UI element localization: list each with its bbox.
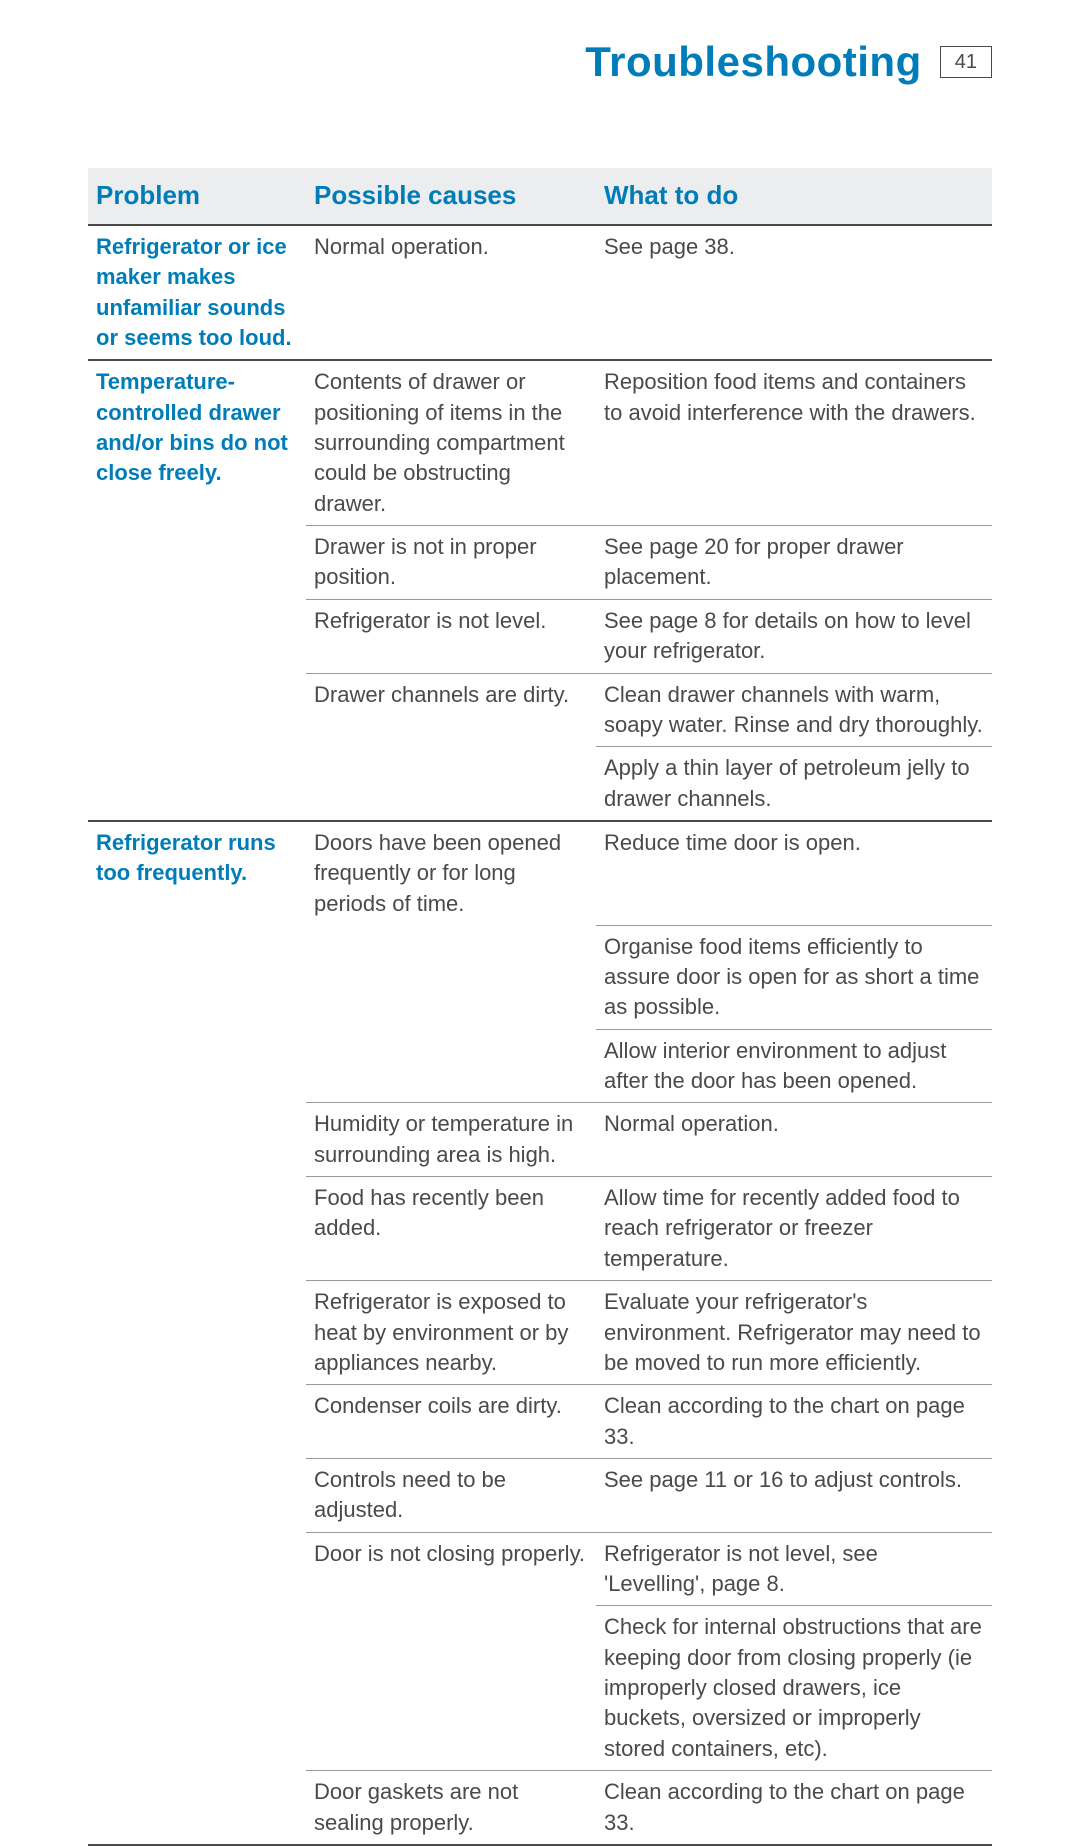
table-row: Drawer channels are dirty. Clean drawer … <box>88 673 992 747</box>
cell-empty <box>306 1029 596 1103</box>
cell-action: See page 38. <box>596 225 992 360</box>
cell-cause: Door gaskets are not sealing properly. <box>306 1771 596 1845</box>
table-row: Temperature-controlled drawer and/or bin… <box>88 360 992 525</box>
table-row: Allow interior environment to adjust aft… <box>88 1029 992 1103</box>
cell-action: Evaluate your refrigerator's environment… <box>596 1281 992 1385</box>
cell-empty <box>88 1029 306 1103</box>
table-row: Door is not closing properly. Refrigerat… <box>88 1532 992 1606</box>
cell-cause: Condenser coils are dirty. <box>306 1385 596 1459</box>
table-row: Organise food items efficiently to assur… <box>88 925 992 1029</box>
table-row: Drawer is not in proper position. See pa… <box>88 526 992 600</box>
page-title: Troubleshooting <box>585 38 921 86</box>
cell-empty <box>306 747 596 821</box>
cell-action: Allow interior environment to adjust aft… <box>596 1029 992 1103</box>
cell-cause: Door is not closing properly. <box>306 1532 596 1606</box>
col-action: What to do <box>596 168 992 225</box>
cell-cause: Drawer is not in proper position. <box>306 526 596 600</box>
cell-empty <box>88 1103 306 1177</box>
cell-empty <box>88 526 306 600</box>
cell-empty <box>88 1281 306 1385</box>
cell-problem: Refrigerator or ice maker makes unfamili… <box>88 225 306 360</box>
cell-cause: Food has recently been added. <box>306 1177 596 1281</box>
table-row: Condenser coils are dirty. Clean accordi… <box>88 1385 992 1459</box>
page-number-box: 41 <box>940 46 992 78</box>
col-causes: Possible causes <box>306 168 596 225</box>
table-row: Refrigerator or ice maker makes unfamili… <box>88 225 992 360</box>
page-number: 41 <box>955 51 977 73</box>
cell-cause: Refrigerator is not level. <box>306 599 596 673</box>
cell-action: Reposition food items and containers to … <box>596 360 992 525</box>
cell-empty <box>306 925 596 1029</box>
cell-cause: Drawer channels are dirty. <box>306 673 596 747</box>
cell-empty <box>88 925 306 1029</box>
cell-action: See page 8 for details on how to level y… <box>596 599 992 673</box>
cell-cause: Controls need to be adjusted. <box>306 1458 596 1532</box>
cell-empty <box>88 1177 306 1281</box>
cell-action: Organise food items efficiently to assur… <box>596 925 992 1029</box>
page-header: Troubleshooting 41 <box>585 38 992 86</box>
cell-empty <box>88 1606 306 1771</box>
cell-cause: Contents of drawer or positioning of ite… <box>306 360 596 525</box>
cell-action: Clean according to the chart on page 33. <box>596 1385 992 1459</box>
cell-action: Clean drawer channels with warm, soapy w… <box>596 673 992 747</box>
cell-action: Reduce time door is open. <box>596 821 992 925</box>
cell-action: Check for internal obstructions that are… <box>596 1606 992 1771</box>
cell-action: Apply a thin layer of petroleum jelly to… <box>596 747 992 821</box>
cell-action: Allow time for recently added food to re… <box>596 1177 992 1281</box>
cell-empty <box>88 1385 306 1459</box>
table-row: Refrigerator is not level. See page 8 fo… <box>88 599 992 673</box>
cell-empty <box>88 1458 306 1532</box>
cell-problem: Refrigerator runs too frequently. <box>88 821 306 925</box>
cell-cause: Humidity or temperature in surrounding a… <box>306 1103 596 1177</box>
table-row: Refrigerator is exposed to heat by envir… <box>88 1281 992 1385</box>
cell-action: Normal operation. <box>596 1103 992 1177</box>
table-row: Refrigerator runs too frequently. Doors … <box>88 821 992 925</box>
cell-cause: Normal operation. <box>306 225 596 360</box>
table-header-row: Problem Possible causes What to do <box>88 168 992 225</box>
table-row: Check for internal obstructions that are… <box>88 1606 992 1771</box>
table-row: Humidity or temperature in surrounding a… <box>88 1103 992 1177</box>
cell-action: See page 20 for proper drawer placement. <box>596 526 992 600</box>
table-row: Door gaskets are not sealing properly. C… <box>88 1771 992 1845</box>
content-area: Problem Possible causes What to do Refri… <box>88 168 992 1846</box>
cell-empty <box>88 599 306 673</box>
cell-empty <box>88 673 306 747</box>
table-row: Controls need to be adjusted. See page 1… <box>88 1458 992 1532</box>
cell-action: See page 11 or 16 to adjust controls. <box>596 1458 992 1532</box>
table-row: Food has recently been added. Allow time… <box>88 1177 992 1281</box>
col-problem: Problem <box>88 168 306 225</box>
troubleshooting-table: Problem Possible causes What to do Refri… <box>88 168 992 1846</box>
cell-cause: Refrigerator is exposed to heat by envir… <box>306 1281 596 1385</box>
table-row: Apply a thin layer of petroleum jelly to… <box>88 747 992 821</box>
cell-empty <box>88 747 306 821</box>
cell-empty <box>88 1532 306 1606</box>
cell-action: Refrigerator is not level, see 'Levellin… <box>596 1532 992 1606</box>
cell-empty <box>306 1606 596 1771</box>
cell-problem: Temperature-controlled drawer and/or bin… <box>88 360 306 525</box>
cell-action: Clean according to the chart on page 33. <box>596 1771 992 1845</box>
cell-empty <box>88 1771 306 1845</box>
cell-cause: Doors have been opened frequently or for… <box>306 821 596 925</box>
